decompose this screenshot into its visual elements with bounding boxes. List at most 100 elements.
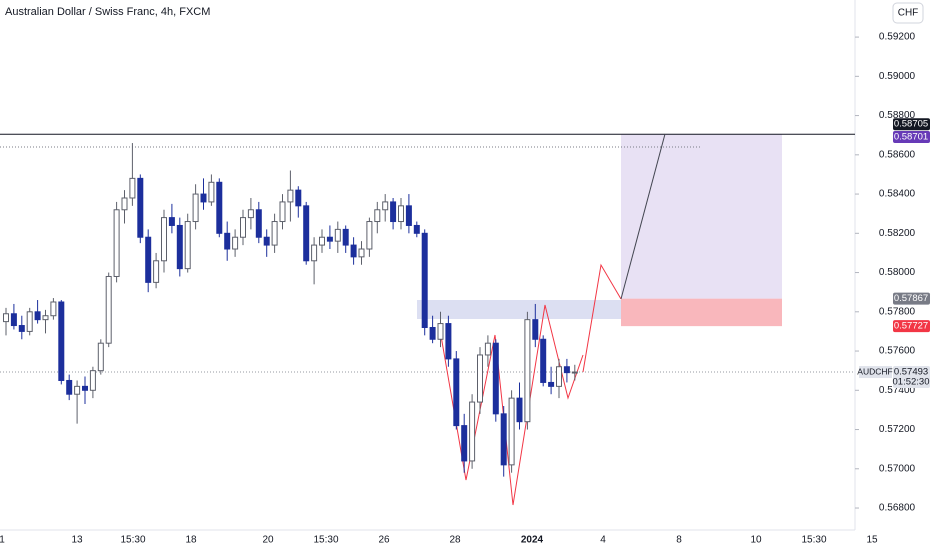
candle-body bbox=[121, 197, 128, 211]
candle-body bbox=[89, 370, 96, 391]
candle-body bbox=[34, 311, 41, 321]
y-tick-label: 0.57800 bbox=[879, 306, 916, 317]
y-tick-label: 0.59200 bbox=[879, 32, 916, 43]
last-price-box bbox=[893, 366, 930, 389]
candle-body bbox=[232, 236, 239, 250]
candle-body bbox=[137, 177, 144, 238]
candle-body bbox=[484, 342, 491, 356]
price-label-box bbox=[893, 320, 930, 333]
projection-line bbox=[620, 133, 666, 300]
countdown-label: 01:52:30 bbox=[893, 377, 930, 388]
candle-body bbox=[263, 236, 270, 246]
candle-body bbox=[319, 236, 325, 246]
candle-body bbox=[161, 217, 167, 262]
candle-body bbox=[405, 205, 412, 226]
candle-body bbox=[129, 177, 136, 199]
candle-body bbox=[477, 354, 483, 403]
candle-body bbox=[10, 313, 17, 327]
currency-button[interactable] bbox=[892, 2, 924, 24]
candle-body bbox=[350, 244, 357, 258]
y-tick-label: 0.56800 bbox=[879, 503, 916, 514]
candle-body bbox=[382, 201, 389, 211]
x-tick-label: 18 bbox=[185, 535, 197, 546]
last-price-label: 0.57493 bbox=[894, 367, 928, 378]
candle-body bbox=[413, 224, 420, 234]
chart-title: Australian Dollar / Swiss Franc, 4h, FXC… bbox=[5, 6, 210, 18]
x-tick-label: 28 bbox=[449, 535, 461, 546]
target-zone bbox=[621, 134, 782, 299]
candle-body bbox=[366, 221, 373, 250]
candle-body bbox=[334, 228, 341, 242]
symbol-box bbox=[859, 366, 892, 379]
symbol-label: AUDCHF bbox=[857, 366, 892, 376]
candle-body bbox=[390, 201, 397, 223]
candle-body bbox=[453, 358, 460, 427]
candle-body bbox=[168, 217, 175, 226]
candle-body bbox=[311, 244, 318, 262]
candle-body bbox=[153, 260, 160, 283]
candle-body bbox=[82, 385, 88, 391]
pattern-line bbox=[439, 304, 584, 506]
x-tick-label: 26 bbox=[378, 535, 390, 546]
candle-body bbox=[74, 385, 81, 395]
candle-body bbox=[224, 232, 231, 250]
candle-body bbox=[97, 342, 104, 372]
candle-body bbox=[240, 217, 246, 238]
candle-body bbox=[524, 319, 531, 423]
candle-body bbox=[208, 181, 215, 203]
candle-body bbox=[548, 381, 555, 387]
candle-body bbox=[540, 338, 547, 383]
x-tick-label: 15:30 bbox=[801, 535, 826, 546]
candle-body bbox=[532, 319, 539, 340]
x-tick-label: 10 bbox=[750, 535, 762, 546]
y-tick-label: 0.57600 bbox=[879, 346, 916, 357]
x-tick-label: 20 bbox=[262, 535, 274, 546]
candle-body bbox=[184, 221, 191, 270]
stop-zone bbox=[621, 298, 782, 327]
candle-body bbox=[216, 181, 223, 234]
candle-body bbox=[255, 209, 262, 238]
y-tick-label: 0.59000 bbox=[879, 71, 916, 82]
price-label: 0.57867 bbox=[894, 293, 928, 304]
x-tick-label: 13 bbox=[71, 535, 83, 546]
currency-label: CHF bbox=[898, 8, 919, 19]
candle-body bbox=[556, 366, 562, 387]
candle-body bbox=[374, 209, 381, 223]
candle-body bbox=[247, 209, 254, 219]
candle-body bbox=[295, 189, 302, 207]
candle-body bbox=[516, 397, 523, 423]
candle-body bbox=[445, 323, 452, 360]
candle-body bbox=[26, 311, 33, 332]
price-label: 0.58705 bbox=[894, 119, 928, 130]
candle-body bbox=[66, 379, 73, 395]
candle-body bbox=[200, 193, 207, 203]
candle-body bbox=[429, 326, 436, 340]
price-label-box bbox=[893, 292, 930, 305]
candle-body bbox=[279, 201, 286, 223]
y-tick-label: 0.57000 bbox=[879, 463, 916, 474]
candle-body bbox=[113, 209, 120, 277]
candle-body bbox=[303, 205, 310, 262]
candle-body bbox=[271, 221, 278, 246]
candle-body bbox=[192, 193, 199, 223]
candle-body bbox=[342, 228, 349, 246]
y-tick-label: 0.58200 bbox=[879, 228, 916, 239]
y-tick-label: 0.58600 bbox=[879, 149, 916, 160]
candle-body bbox=[42, 315, 49, 321]
candle-body bbox=[571, 371, 578, 374]
candle-body bbox=[326, 236, 333, 242]
price-label: 0.58701 bbox=[894, 132, 928, 143]
y-tick-label: 0.58000 bbox=[879, 267, 916, 278]
x-tick-label: 2024 bbox=[521, 535, 544, 546]
y-tick-label: 0.58800 bbox=[879, 110, 916, 121]
y-tick-label: 0.57200 bbox=[879, 424, 916, 435]
candle-body bbox=[563, 366, 570, 374]
candle-body bbox=[461, 425, 468, 462]
candle-body bbox=[358, 248, 365, 258]
y-tick-label: 0.58400 bbox=[879, 189, 916, 200]
x-tick-label: 15:30 bbox=[120, 535, 145, 546]
candle-body bbox=[421, 232, 428, 328]
price-label-box bbox=[893, 131, 930, 144]
